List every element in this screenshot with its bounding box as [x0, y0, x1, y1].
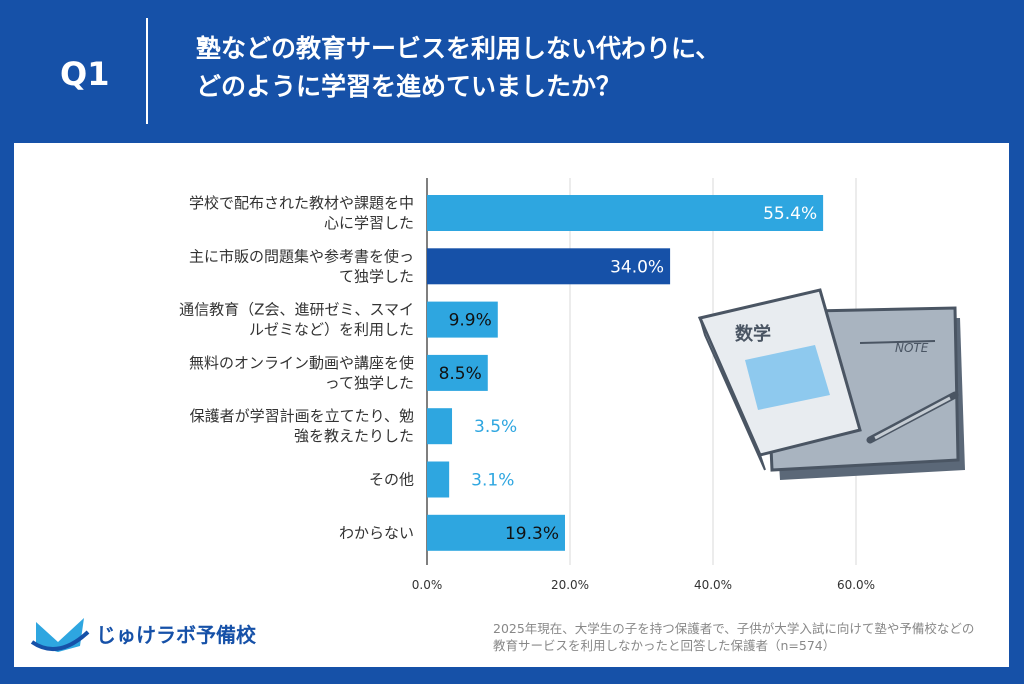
category-label: ルゼミなど）を利用した [249, 321, 414, 339]
x-tick-label: 40.0% [694, 578, 732, 592]
note-line: 2025年現在、大学生の子を持つ保護者で、子供が大学入試に向けて塾や予備校などの [493, 621, 975, 636]
page-title: 塾などの教育サービスを利用しない代わりに、 どのように学習を進めていましたか？ [196, 30, 720, 106]
book-title: 数学 [735, 323, 771, 345]
bar [427, 408, 453, 445]
category-label: その他 [369, 471, 414, 489]
category-label: 通信教育（Z会、進研ゼミ、スマイ [179, 301, 414, 319]
x-tick-label: 20.0% [551, 578, 589, 592]
divider [146, 18, 148, 124]
logo: じゅけラボ予備校 [30, 612, 256, 654]
value-label: 34.0% [610, 257, 664, 277]
title-line: 塾などの教育サービスを利用しない代わりに、 [196, 34, 721, 63]
category-label: 強を教えたりした [294, 427, 414, 445]
bar [427, 248, 671, 285]
bar [427, 301, 498, 338]
category-label: 無料のオンライン動画や講座を使 [189, 354, 414, 372]
category-label: って独学した [325, 374, 414, 392]
category-label: て独学した [339, 267, 414, 285]
bar [427, 461, 450, 498]
x-tick-label: 60.0% [837, 578, 875, 592]
bar [427, 514, 565, 551]
category-label: わからない [339, 524, 414, 542]
value-label: 9.9% [449, 311, 492, 331]
logo-text: じゅけラボ予備校 [96, 622, 256, 647]
x-tick-label: 0.0% [412, 578, 443, 592]
bar [427, 354, 488, 391]
value-label: 55.4% [763, 204, 817, 224]
value-label: 3.5% [474, 417, 517, 437]
value-label: 8.5% [439, 364, 482, 384]
book-logo-icon [30, 618, 90, 652]
notebook-label: NOTE [895, 341, 929, 355]
category-label: 心に学習した [324, 214, 414, 232]
note-line: 教育サービスを利用しなかったと回答した保護者（n=574） [493, 638, 836, 653]
category-label: 学校で配布された教材や課題を中 [189, 194, 414, 212]
books-illustration: NOTE 数学 [697, 288, 965, 480]
question-number: Q1 [60, 55, 110, 93]
bar [427, 195, 824, 231]
value-label: 3.1% [471, 471, 514, 491]
value-label: 19.3% [505, 524, 559, 544]
title-line: どのように学習を進めていましたか？ [196, 72, 622, 101]
category-label: 保護者が学習計画を立てたり、勉 [190, 407, 414, 425]
category-label: 主に市販の問題集や参考書を使っ [189, 247, 414, 265]
survey-note: 2025年現在、大学生の子を持つ保護者で、子供が大学入試に向けて塾や予備校などの… [493, 620, 974, 654]
